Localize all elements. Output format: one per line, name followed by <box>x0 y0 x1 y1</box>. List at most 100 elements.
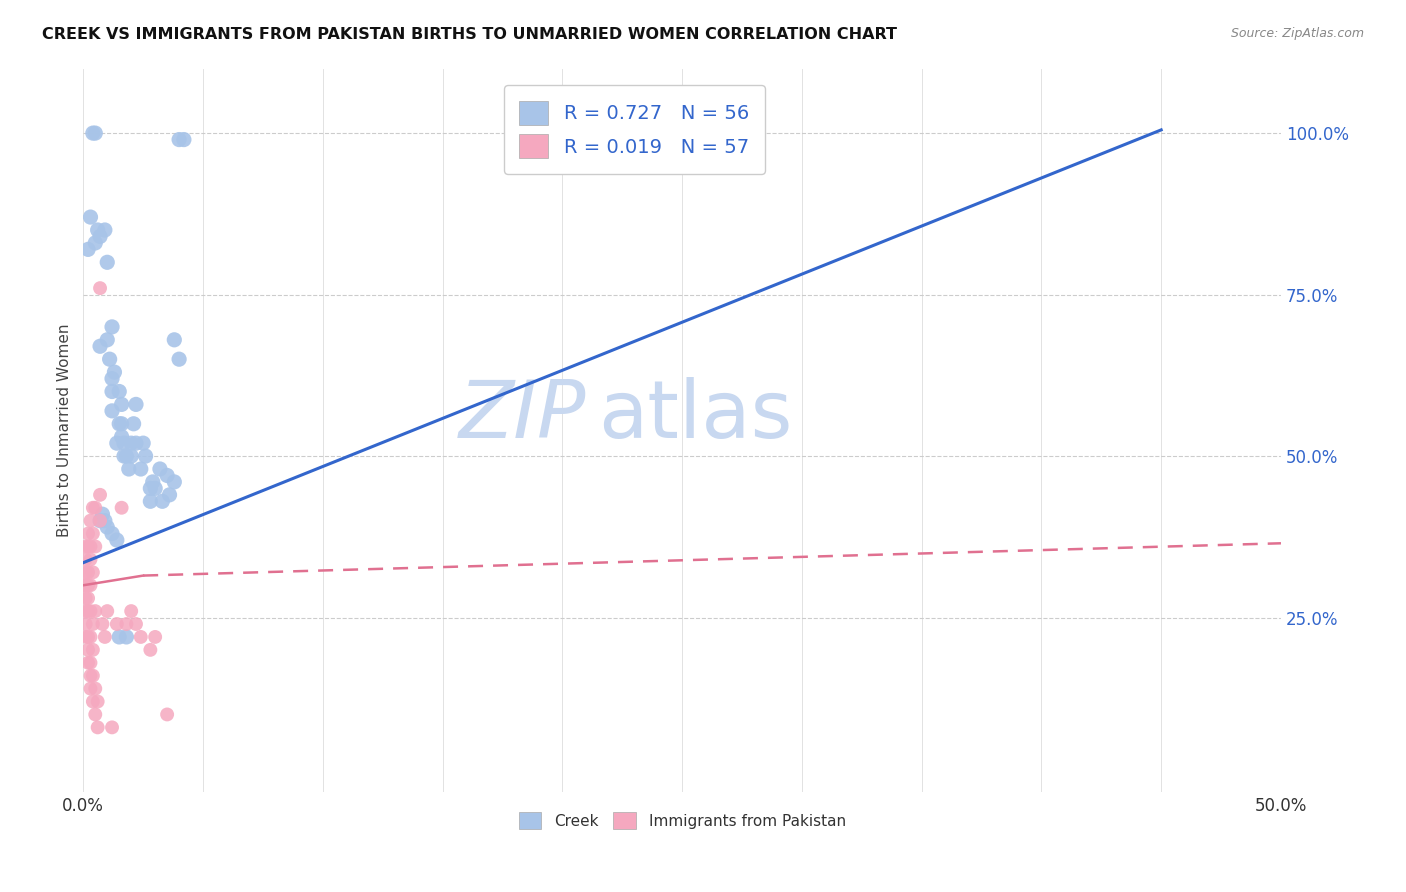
Point <box>77 604 100 618</box>
Point <box>82 526 104 541</box>
Point <box>110 417 132 431</box>
Point <box>79 552 101 566</box>
Point <box>120 604 142 618</box>
Point <box>94 223 117 237</box>
Point <box>110 397 132 411</box>
Point <box>101 384 124 399</box>
Point <box>125 397 148 411</box>
Point <box>77 540 100 554</box>
Point <box>143 630 166 644</box>
Point <box>79 656 101 670</box>
Point <box>89 514 111 528</box>
Point <box>75 578 97 592</box>
Point <box>96 520 118 534</box>
Point <box>89 229 111 244</box>
Point <box>75 617 97 632</box>
Point <box>77 566 100 580</box>
Point <box>89 488 111 502</box>
Point <box>125 617 148 632</box>
Point <box>139 494 162 508</box>
Point <box>125 436 148 450</box>
Point <box>77 243 100 257</box>
Point <box>142 475 165 489</box>
Point <box>115 617 138 632</box>
Point <box>82 669 104 683</box>
Point <box>84 540 107 554</box>
Text: ZIP: ZIP <box>458 376 586 455</box>
Point <box>120 449 142 463</box>
Point <box>77 643 100 657</box>
Point <box>159 488 181 502</box>
Point <box>84 707 107 722</box>
Point <box>101 526 124 541</box>
Text: Source: ZipAtlas.com: Source: ZipAtlas.com <box>1230 27 1364 40</box>
Point <box>84 126 107 140</box>
Point <box>105 533 128 547</box>
Point <box>84 235 107 250</box>
Point <box>98 352 121 367</box>
Point <box>167 132 190 146</box>
Point <box>115 449 138 463</box>
Point <box>156 468 179 483</box>
Point <box>82 500 104 515</box>
Point <box>79 540 101 554</box>
Point <box>77 630 100 644</box>
Point <box>79 578 101 592</box>
Point <box>135 449 157 463</box>
Point <box>101 371 124 385</box>
Point <box>79 604 101 618</box>
Point <box>75 630 97 644</box>
Point <box>75 566 97 580</box>
Point <box>75 552 97 566</box>
Point <box>91 507 114 521</box>
Point <box>105 436 128 450</box>
Point <box>75 604 97 618</box>
Point <box>94 514 117 528</box>
Point <box>79 669 101 683</box>
Point <box>82 126 104 140</box>
Point <box>112 436 135 450</box>
Y-axis label: Births to Unmarried Women: Births to Unmarried Women <box>58 324 72 537</box>
Point <box>105 617 128 632</box>
Point <box>84 681 107 696</box>
Point <box>84 500 107 515</box>
Point <box>89 281 111 295</box>
Point <box>129 630 152 644</box>
Point <box>86 720 108 734</box>
Point <box>173 132 195 146</box>
Point <box>103 365 125 379</box>
Point <box>94 630 117 644</box>
Point <box>132 436 155 450</box>
Point <box>86 223 108 237</box>
Point <box>89 339 111 353</box>
Point <box>150 494 173 508</box>
Point <box>79 514 101 528</box>
Point <box>167 352 190 367</box>
Point <box>82 643 104 657</box>
Point <box>108 630 131 644</box>
Point <box>110 500 132 515</box>
Point <box>72 578 94 592</box>
Text: atlas: atlas <box>599 376 793 455</box>
Point <box>163 333 186 347</box>
Point <box>110 430 132 444</box>
Legend: Creek, Immigrants from Pakistan: Creek, Immigrants from Pakistan <box>512 806 852 835</box>
Point <box>82 617 104 632</box>
Point <box>122 417 145 431</box>
Point <box>108 384 131 399</box>
Point <box>139 482 162 496</box>
Point <box>79 210 101 224</box>
Point <box>156 707 179 722</box>
Point <box>129 462 152 476</box>
Point <box>89 514 111 528</box>
Point <box>77 578 100 592</box>
Point <box>115 630 138 644</box>
Point <box>77 591 100 606</box>
Point <box>79 681 101 696</box>
Point <box>163 475 186 489</box>
Point <box>86 694 108 708</box>
Point <box>96 333 118 347</box>
Point <box>77 656 100 670</box>
Point <box>120 436 142 450</box>
Point <box>101 404 124 418</box>
